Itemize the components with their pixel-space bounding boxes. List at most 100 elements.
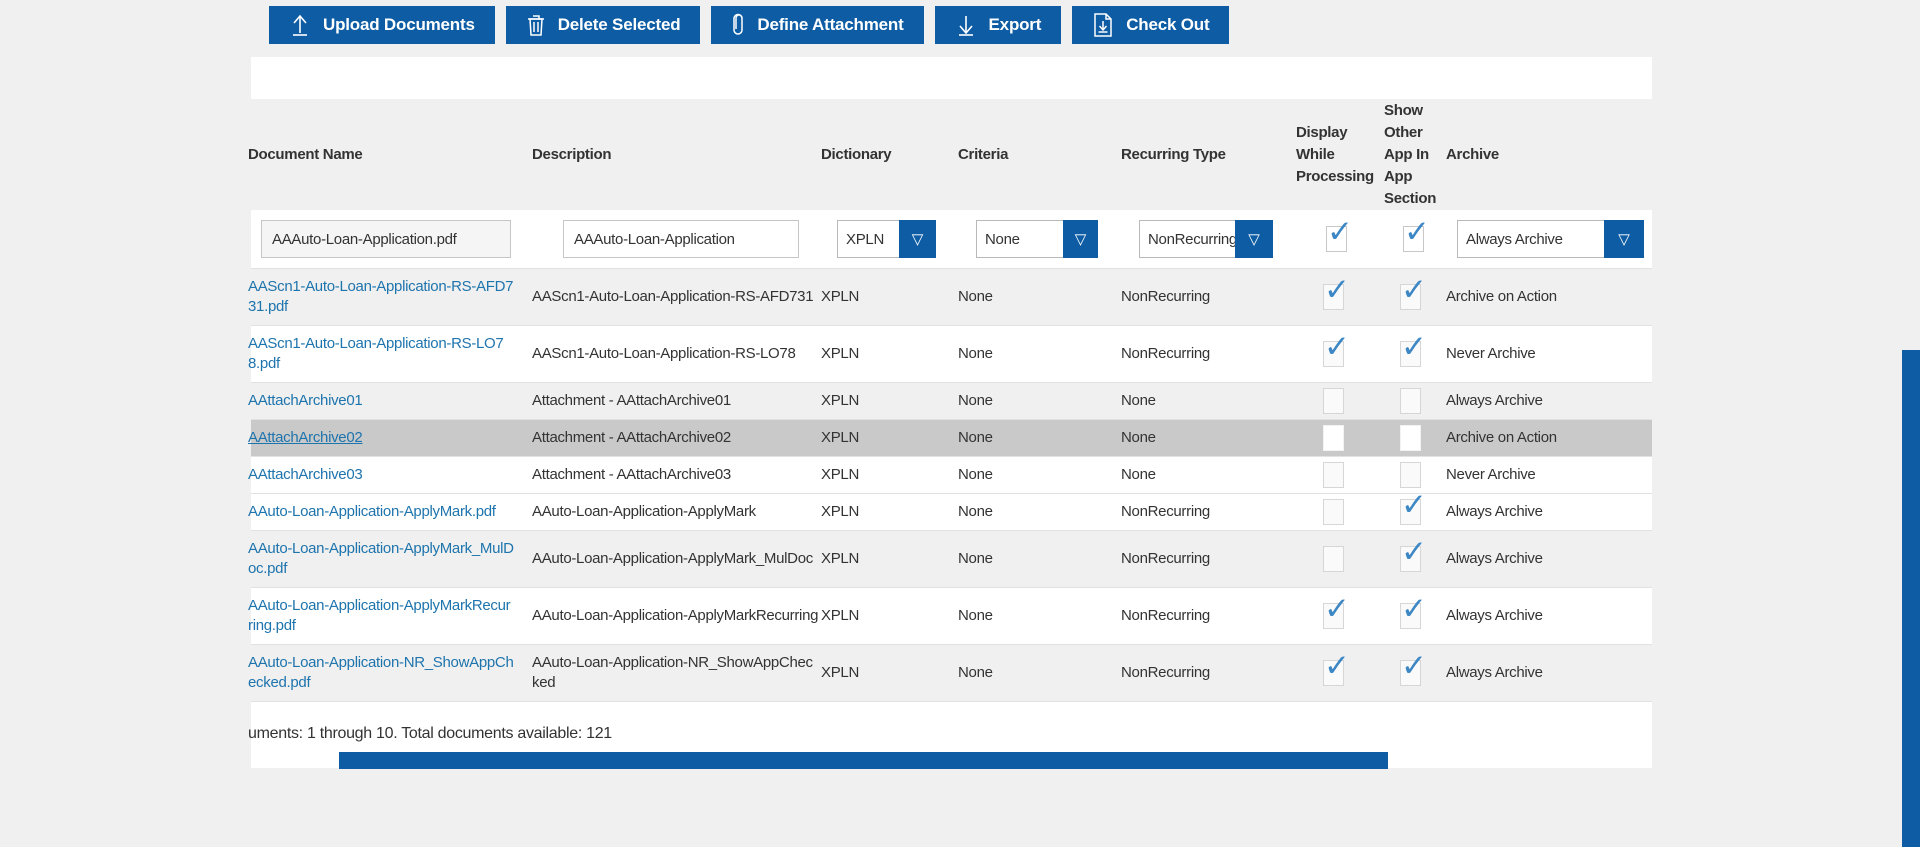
recurring-type-cell: None — [1121, 429, 1156, 446]
dictionary-dropdown[interactable]: XPLN ▽ — [837, 220, 961, 258]
upload-icon — [289, 13, 311, 37]
criteria-dropdown-button[interactable]: ▽ — [1063, 220, 1098, 258]
column-header-criteria[interactable]: Criteria — [958, 145, 1009, 163]
chevron-down-icon: ▽ — [911, 230, 924, 248]
upload-documents-button[interactable]: Upload Documents — [269, 6, 495, 44]
archive-cell: Never Archive — [1446, 345, 1536, 362]
show-other-app-checkbox[interactable] — [1400, 272, 1427, 310]
show-other-app-checkbox[interactable] — [1403, 214, 1430, 252]
display-while-processing-checkbox[interactable] — [1323, 329, 1350, 367]
horizontal-scrollbar-thumb[interactable] — [339, 752, 1388, 769]
document-name-link[interactable]: AAScn1-Auto-Loan-Application-RS-LO78.pdf — [248, 335, 504, 372]
check-out-button[interactable]: Check Out — [1072, 6, 1230, 44]
table-row[interactable]: AAScn1-Auto-Loan-Application-RS-LO78.pdf… — [248, 325, 1652, 382]
show-other-app-cell — [1384, 591, 1446, 629]
show-other-app-checkbox[interactable] — [1400, 388, 1421, 414]
recurring-type-cell: NonRecurring — [1121, 550, 1210, 567]
delete-selected-label: Delete Selected — [557, 15, 681, 34]
description-cell: Attachment - AAttachArchive03 — [532, 466, 731, 483]
criteria-cell: None — [958, 429, 993, 446]
archive-dropdown-button[interactable]: ▽ — [1604, 220, 1644, 258]
document-name-input[interactable] — [261, 220, 511, 258]
column-header-dictionary[interactable]: Dictionary — [821, 145, 892, 163]
column-header-archive[interactable]: Archive — [1446, 145, 1499, 163]
document-name-cell: AAttachArchive02 — [248, 420, 532, 456]
column-header-description[interactable]: Description — [532, 145, 612, 163]
table-row[interactable]: AAuto-Loan-Application-ApplyMarkRecurrin… — [248, 587, 1652, 644]
document-name-link[interactable]: AAuto-Loan-Application-ApplyMarkRecurrin… — [248, 597, 511, 634]
archive-dropdown[interactable]: Always Archive ▽ — [1457, 220, 1652, 258]
document-name-link[interactable]: AAttachArchive03 — [248, 466, 363, 483]
edit-show-other-app-cell — [1387, 214, 1449, 252]
paperclip-icon — [731, 12, 745, 38]
column-header-document-name[interactable]: Document Name — [248, 145, 363, 163]
dictionary-cell: XPLN — [821, 550, 859, 567]
documents-count-summary: uments: 1 through 10. Total documents av… — [248, 725, 612, 742]
show-other-app-checkbox[interactable] — [1400, 329, 1427, 367]
vertical-scrollbar-thumb[interactable] — [1902, 350, 1920, 847]
document-name-link[interactable]: AAuto-Loan-Application-ApplyMark_MulDoc.… — [248, 540, 514, 577]
table-row[interactable]: AAttachArchive03 Attachment - AAttachArc… — [248, 456, 1652, 493]
delete-selected-button[interactable]: Delete Selected — [505, 6, 701, 44]
display-while-processing-checkbox[interactable] — [1323, 546, 1344, 572]
display-while-processing-cell — [1296, 388, 1384, 414]
display-while-processing-checkbox[interactable] — [1323, 272, 1350, 310]
description-cell: AAScn1-Auto-Loan-Application-RS-AFD731 — [532, 288, 814, 305]
display-while-processing-cell — [1296, 499, 1384, 525]
recurring-type-cell: None — [1121, 392, 1156, 409]
table-row[interactable]: AAttachArchive02 Attachment - AAttachArc… — [248, 419, 1652, 456]
show-other-app-checkbox[interactable] — [1400, 591, 1427, 629]
show-other-app-checkbox[interactable] — [1400, 648, 1427, 686]
column-header-show-other-app-in-app-section[interactable]: Show Other App In App Section — [1384, 101, 1437, 207]
show-other-app-cell — [1384, 425, 1446, 451]
document-name-cell: AAuto-Loan-Application-ApplyMark_MulDoc.… — [248, 531, 532, 587]
display-while-processing-checkbox[interactable] — [1323, 388, 1344, 414]
table-row[interactable]: AAuto-Loan-Application-ApplyMark.pdf AAu… — [248, 487, 1652, 530]
column-header-recurring-type[interactable]: Recurring Type — [1121, 145, 1226, 163]
upload-documents-label: Upload Documents — [323, 15, 475, 34]
table-row[interactable]: AAuto-Loan-Application-NR_ShowAppChecked… — [248, 644, 1652, 701]
table-row[interactable]: AAuto-Loan-Application-ApplyMark_MulDoc.… — [248, 530, 1652, 587]
show-other-app-cell — [1384, 329, 1446, 367]
chevron-down-icon: ▽ — [1248, 230, 1260, 248]
document-name-link[interactable]: AAttachArchive01 — [248, 392, 363, 409]
show-other-app-checkbox[interactable] — [1400, 425, 1421, 451]
display-while-processing-checkbox[interactable] — [1326, 214, 1353, 252]
display-while-processing-cell — [1296, 272, 1384, 310]
recurring-type-dropdown[interactable]: NonRecurring ▽ — [1139, 220, 1299, 258]
export-button[interactable]: Export — [934, 6, 1062, 44]
criteria-cell: None — [958, 288, 993, 305]
show-other-app-checkbox[interactable] — [1400, 487, 1427, 525]
show-other-app-checkbox[interactable] — [1400, 462, 1421, 488]
grid-header-row: Document Name Description Dictionary Cri… — [248, 99, 1652, 210]
table-row[interactable]: AAttachArchive01 Attachment - AAttachArc… — [248, 382, 1652, 419]
document-name-link[interactable]: AAScn1-Auto-Loan-Application-RS-AFD731.p… — [248, 278, 514, 315]
description-input[interactable] — [563, 220, 799, 258]
archive-cell: Archive on Action — [1446, 429, 1557, 446]
display-while-processing-checkbox[interactable] — [1323, 591, 1350, 629]
define-attachment-button[interactable]: Define Attachment — [711, 6, 924, 44]
show-other-app-cell — [1384, 388, 1446, 414]
show-other-app-checkbox[interactable] — [1400, 534, 1427, 572]
document-name-link[interactable]: AAuto-Loan-Application-ApplyMark.pdf — [248, 503, 496, 520]
display-while-processing-checkbox[interactable] — [1323, 425, 1344, 451]
dictionary-dropdown-value: XPLN — [837, 220, 899, 258]
trash-icon — [526, 13, 546, 37]
document-name-link[interactable]: AAttachArchive02 — [248, 429, 363, 446]
criteria-dropdown[interactable]: None ▽ — [976, 220, 1124, 258]
show-other-app-cell — [1384, 272, 1446, 310]
display-while-processing-checkbox[interactable] — [1323, 499, 1344, 525]
display-while-processing-checkbox[interactable] — [1323, 648, 1350, 686]
display-while-processing-cell — [1296, 648, 1384, 686]
display-while-processing-checkbox[interactable] — [1323, 462, 1344, 488]
table-row[interactable]: AAScn1-Auto-Loan-Application-RS-AFD731.p… — [248, 268, 1652, 325]
toolbar: Upload Documents Delete Selected Define … — [269, 6, 1230, 44]
dictionary-dropdown-button[interactable]: ▽ — [899, 220, 936, 258]
download-icon — [955, 13, 977, 37]
column-header-display-while-processing[interactable]: Display While Processing — [1296, 123, 1374, 185]
recurring-type-dropdown-button[interactable]: ▽ — [1235, 220, 1273, 258]
define-attachment-label: Define Attachment — [757, 15, 904, 34]
archive-cell: Always Archive — [1446, 607, 1543, 624]
document-name-link[interactable]: AAuto-Loan-Application-NR_ShowAppChecked… — [248, 654, 514, 691]
dictionary-cell: XPLN — [821, 392, 859, 409]
